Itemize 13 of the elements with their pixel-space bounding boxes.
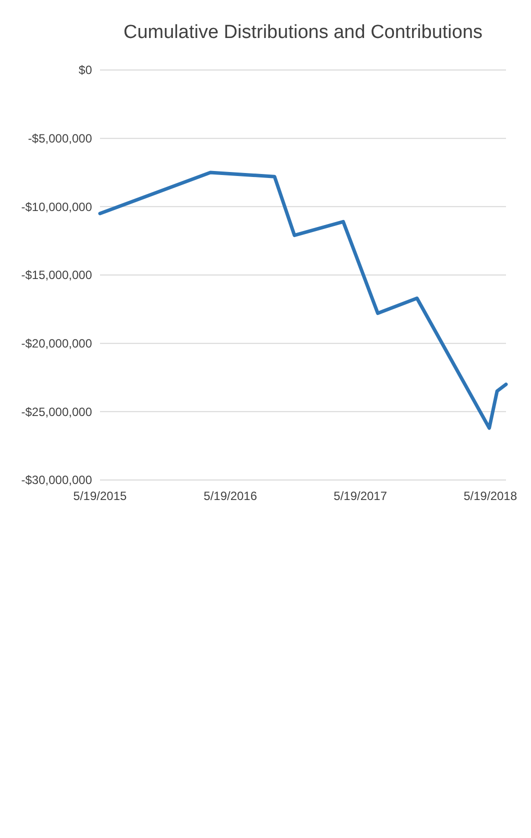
x-tick-label: 5/19/2016	[204, 489, 258, 503]
chart-title: Cumulative Distributions and Contributions	[123, 22, 483, 43]
y-tick-label: -$5,000,000	[28, 132, 92, 146]
x-tick-label: 5/19/2018	[464, 489, 518, 503]
y-tick-label: $0	[78, 63, 92, 78]
y-tick-label: -$10,000,000	[21, 200, 92, 214]
y-tick-label: -$15,000,000	[21, 268, 92, 282]
y-tick-label: -$30,000,000	[21, 473, 92, 488]
x-tick-label: 5/19/2017	[334, 489, 388, 503]
line-series	[98, 170, 508, 430]
y-tick-label: -$20,000,000	[21, 336, 92, 351]
x-tick-label: 5/19/2015	[73, 489, 128, 503]
y-tick-label: -$25,000,000	[21, 404, 92, 419]
